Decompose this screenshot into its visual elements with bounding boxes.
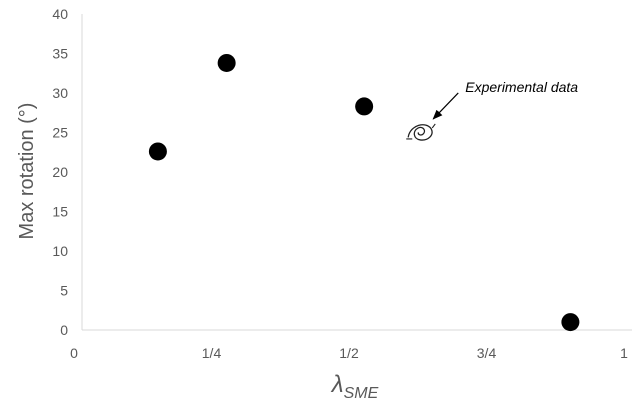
data-point <box>355 97 374 116</box>
y-tick-label: 40 <box>52 6 68 22</box>
y-axis-title: Max rotation (°) <box>16 103 38 240</box>
spiral-swirl-icon <box>406 123 436 141</box>
x-axis-title-symbol: λ <box>330 371 344 398</box>
data-point <box>561 313 580 332</box>
data-points <box>148 53 580 332</box>
y-tick-label: 15 <box>52 204 68 220</box>
y-tick-label: 5 <box>60 283 68 299</box>
y-tick-label: 0 <box>60 322 68 338</box>
y-tick-label: 25 <box>52 125 68 141</box>
y-tick-label: 20 <box>52 164 68 180</box>
tick-labels: 0 5 10 15 20 25 30 35 40 0 1/4 1/2 3/4 1 <box>52 6 628 361</box>
y-tick-label: 10 <box>52 243 68 259</box>
x-tick-label: 1/4 <box>202 345 222 361</box>
x-tick-label: 0 <box>70 345 78 361</box>
x-tick-label: 1/2 <box>339 345 359 361</box>
x-tick-label: 1 <box>620 345 628 361</box>
data-point <box>148 142 167 161</box>
annotation-label: Experimental data <box>465 79 578 95</box>
y-tick-label: 30 <box>52 85 68 101</box>
data-point <box>217 53 236 72</box>
annotation: Experimental data <box>406 79 578 141</box>
x-axis-title-subscript: SME <box>344 385 379 402</box>
annotation-arrow <box>432 92 459 120</box>
axes <box>81 14 632 331</box>
y-tick-label: 35 <box>52 46 68 62</box>
x-tick-label: 3/4 <box>477 345 497 361</box>
x-axis-title: λSME <box>330 371 379 402</box>
